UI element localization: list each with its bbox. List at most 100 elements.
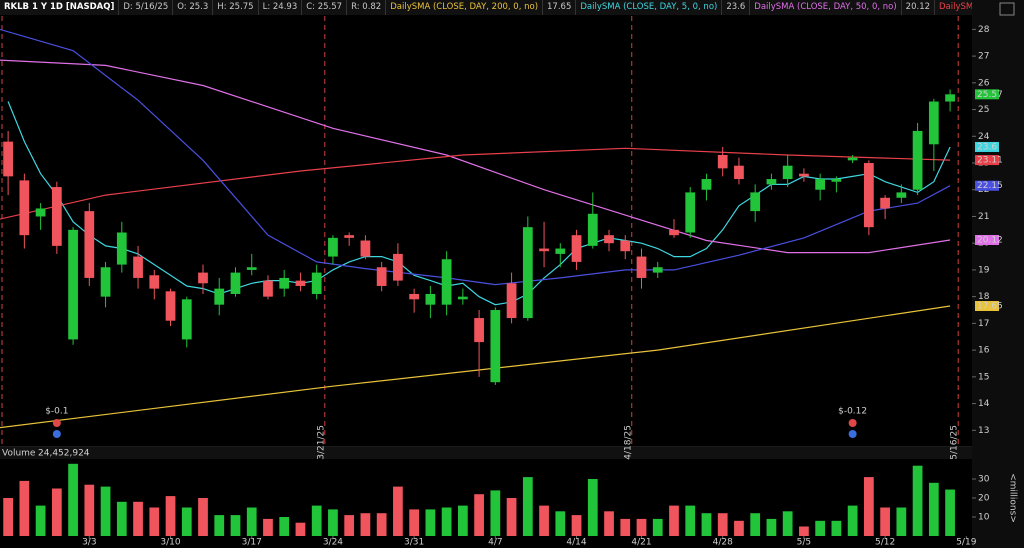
candle-body [506,283,517,319]
candle-body [847,157,858,161]
candle-body [571,235,582,262]
candle-body [457,296,468,300]
earnings-label: $-0.1 [45,407,68,417]
volume-bar [831,520,842,536]
y-tick-label: 28 [978,25,990,35]
volume-bar [799,526,809,536]
x-tick-label: 3/31 [404,538,424,548]
price-badge-label: 23.6 [977,142,997,152]
volume-bar [311,505,322,536]
sma-line [0,28,951,286]
x-tick-label: 4/21 [631,538,651,548]
x-tick-label: 3/10 [160,538,180,548]
earnings-icon [52,430,61,438]
volume-tick-label: 10 [978,513,990,523]
volume-bar [84,484,95,536]
candle-body [799,173,809,177]
candle-body [279,277,290,289]
candle-body [84,211,95,278]
volume-header [0,447,972,459]
candle-body [539,248,549,252]
icon-frame[interactable] [999,2,1015,16]
candle-body [766,179,777,185]
volume-bar [685,505,696,536]
candle-body [311,272,322,294]
volume-bar [506,498,517,536]
volume-bar [441,507,452,536]
volume-bar [815,520,826,536]
volume-bar [425,509,436,536]
y-tick-label: 21 [978,212,989,222]
volume-bar [880,507,890,536]
price-badge-label: 20.12 [977,235,1003,245]
volume-bar [344,515,355,536]
candle-body [604,235,614,244]
header-item: C: 25.57 [302,0,348,15]
volume-bar [474,494,484,536]
volume-bar [636,518,647,536]
candle-body [295,280,306,286]
volume-bar [652,518,663,536]
y-tick-label: 13 [978,426,989,436]
volume-bar [604,511,614,536]
candle-body [734,165,744,180]
volume-tick-label: 20 [978,494,990,504]
volume-bar [847,505,858,536]
candle-body [100,267,111,297]
volume-bar [717,513,728,536]
candle-body [701,179,712,190]
volume-bar [945,489,955,536]
volume-bar [360,513,371,536]
candle-body [750,192,761,212]
price-badge [975,141,999,152]
candle-body [246,267,257,270]
candle-body [474,318,484,343]
candle-body [376,267,387,286]
candle-body [214,288,225,305]
y-tick-label: 25 [978,105,989,115]
y-tick-label: 15 [978,372,989,382]
earnings-icon [848,430,857,438]
volume-bar [133,501,143,536]
header-item: 20.12 [902,0,936,15]
candle-body [620,240,631,252]
header-item: RKLB 1 Y 1D [NASDAQ] [0,0,120,15]
volume-bar [864,477,874,536]
volume-bar [896,507,907,536]
price-badge [975,180,999,191]
volume-last: 24,452,924 [38,449,90,459]
volume-bar [149,507,160,536]
x-tick-label: 5/19 [956,538,976,548]
volume-bar [587,479,598,536]
candle-body [928,101,939,145]
volume-bar [100,486,111,536]
header-item: DailySMA (CLOSE, DAY, 50, 0, no) [750,0,902,15]
volume-bar [181,507,192,536]
candle-body [198,272,208,284]
candle-body [51,187,62,246]
price-badge-label: 23.11 [977,156,1003,166]
header-item: O: 25.3 [173,0,214,15]
volume-bar [295,522,306,536]
volume-bar [35,505,46,536]
volume-bar [230,515,241,536]
volume-title: Volume [2,449,36,459]
candle-body [68,229,78,340]
candle-body [685,192,696,233]
header-item: R: 0.82 [347,0,387,15]
settings-icon[interactable] [999,2,1015,16]
header-item: D: 5/16/25 [119,0,174,15]
candle-body [652,267,663,273]
volume-bar [393,486,403,536]
volume-bar [214,515,225,536]
candle-body [669,229,679,236]
price-badge [975,234,999,245]
candle-body [360,240,371,257]
volume-bar [701,513,712,536]
volume-bar [669,505,679,536]
y-tick-label: 14 [978,399,990,409]
volume-bar [457,505,468,536]
candle-body [441,259,452,305]
